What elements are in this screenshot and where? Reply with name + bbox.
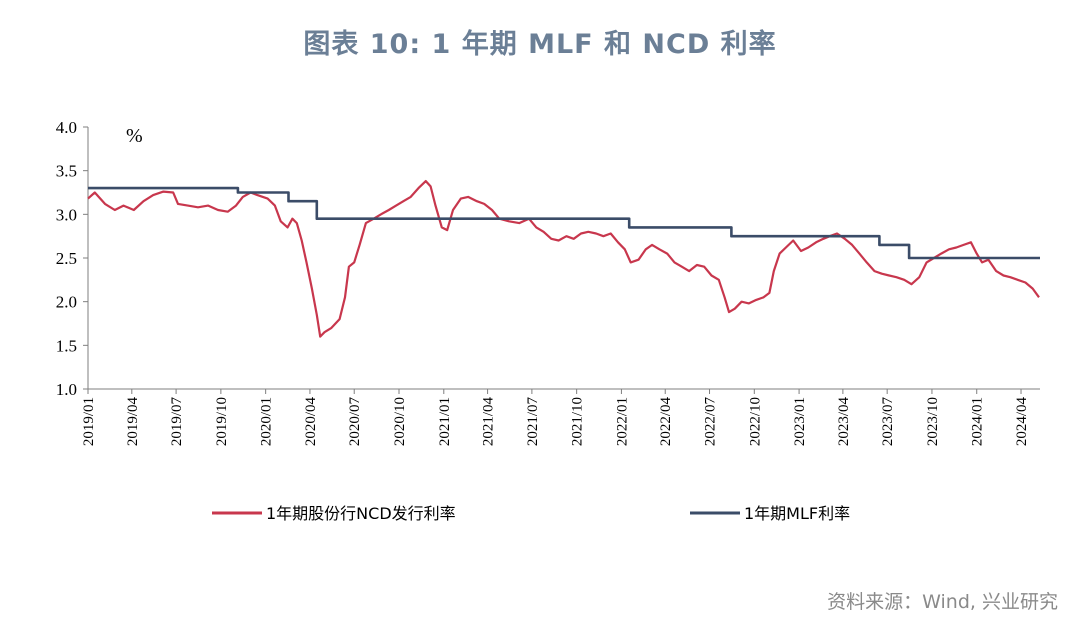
legend: 1年期股份行NCD发行利率 1年期MLF利率	[212, 504, 850, 523]
x-tick-label: 2021/04	[481, 397, 497, 447]
x-tick-label: 2022/01	[614, 397, 630, 446]
y-tick-label: 4.0	[56, 118, 77, 137]
y-tick-label: 1.0	[56, 380, 77, 399]
x-tick-label: 2020/07	[347, 397, 363, 447]
y-tick-label: 1.5	[56, 336, 77, 355]
x-tick-label: 2023/04	[836, 397, 852, 447]
x-tick-label: 2023/10	[925, 397, 941, 446]
axes: 1.0 1.5 2.0 2.5 3.0 3.5 4.0 2019/01 2019/04 2019/…	[56, 118, 1040, 446]
y-tick-label: 3.0	[56, 205, 77, 224]
x-tick-label: 2019/10	[214, 397, 230, 446]
x-tick-label: 2022/10	[747, 397, 763, 446]
x-tick-label: 2021/10	[570, 397, 586, 446]
series-line-mlf	[88, 186, 1040, 260]
y-tick-label: 3.5	[56, 162, 77, 181]
chart-title: 图表 10: 1 年期 MLF 和 NCD 利率	[303, 29, 777, 60]
legend-mlf-label: 1年期MLF利率	[744, 504, 850, 523]
x-tick-label: 2020/10	[392, 397, 408, 446]
x-tick-label: 2021/07	[525, 397, 541, 447]
unit-label: %	[126, 125, 143, 147]
x-tick-label: 2022/04	[658, 397, 674, 447]
legend-ncd-label: 1年期股份行NCD发行利率	[266, 504, 456, 523]
x-tick-label: 2023/01	[792, 397, 808, 446]
x-tick-label: 2023/07	[880, 397, 896, 447]
y-tick-label: 2.5	[56, 249, 77, 268]
x-tick-label: 2022/07	[703, 397, 719, 447]
series-layer	[87, 180, 1040, 338]
x-tick-label: 2019/07	[169, 397, 185, 447]
source-note: 资料来源：Wind, 兴业研究	[827, 591, 1058, 613]
x-tick-label: 2019/01	[81, 397, 97, 446]
x-tick-label: 2020/04	[303, 397, 319, 447]
y-tick-label: 2.0	[56, 293, 77, 312]
x-tick-label: 2019/04	[125, 397, 141, 447]
x-tick-label: 2020/01	[259, 397, 275, 446]
x-tick-label: 2021/01	[437, 397, 453, 446]
series-line-ncd	[87, 180, 1040, 338]
x-tick-label: 2024/01	[970, 397, 986, 446]
x-tick-label: 2024/04	[1014, 397, 1030, 447]
